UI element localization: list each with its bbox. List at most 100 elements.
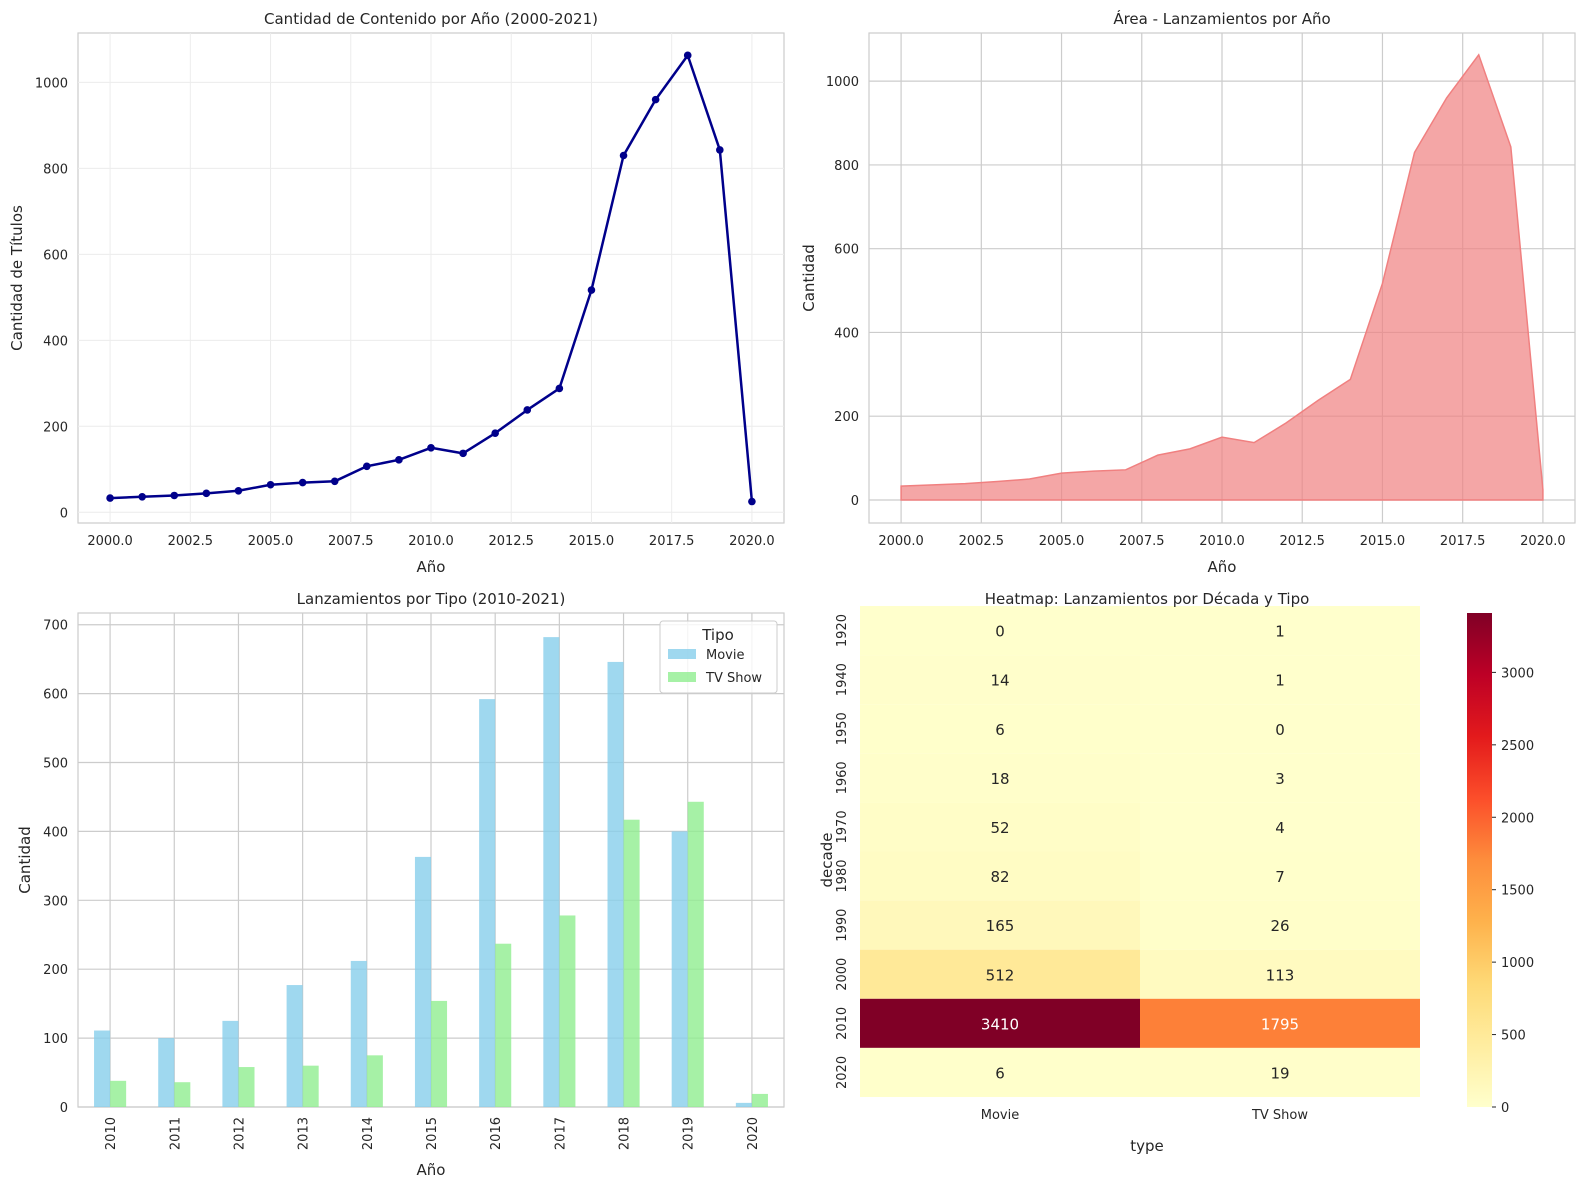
heatmap-cell-value: 0 bbox=[1275, 721, 1285, 739]
heatmap-cell bbox=[1140, 606, 1420, 656]
heatmap-cell bbox=[860, 704, 1140, 754]
heatmap-cell-value: 7 bbox=[1275, 868, 1285, 886]
heatmap-cell-value: 18 bbox=[990, 770, 1009, 788]
area-chart-xtick-label: 2015.0 bbox=[1360, 534, 1406, 549]
colorbar-tick-label: 1500 bbox=[1501, 884, 1534, 899]
bar-movie bbox=[735, 1102, 752, 1107]
area-chart-xtick-label: 2007.5 bbox=[1119, 534, 1165, 549]
heatmap-cell bbox=[860, 802, 1140, 852]
area-chart-ylabel: Cantidad bbox=[800, 244, 818, 311]
colorbar-tick-label: 0 bbox=[1501, 1101, 1509, 1116]
heatmap-cell bbox=[860, 998, 1140, 1048]
heatmap-panel: 0 1 14 1 6 0 18 3 52 4 82 7 165 26 512 113 3410 1795 6 19 1… bbox=[818, 590, 1534, 1155]
heatmap-ytick-label: 1950 bbox=[835, 712, 850, 745]
bar-chart-xtick-label: 2018 bbox=[618, 1117, 633, 1150]
bar-chart-xtick-label: 2020 bbox=[746, 1117, 761, 1150]
area-chart-panel: 2000.0 2002.5 2005.0 2007.5 2010.0 2012.5 2015… bbox=[800, 9, 1576, 576]
heatmap-cell bbox=[860, 900, 1140, 950]
bar-chart-xtick-label: 2010 bbox=[104, 1117, 119, 1150]
line-chart-xtick-label: 2017.5 bbox=[649, 534, 695, 549]
area-chart-ytick-label: 800 bbox=[834, 159, 859, 174]
colorbar bbox=[1467, 613, 1492, 1107]
area-chart-area-fill bbox=[900, 53, 1544, 501]
line-chart-data-point bbox=[330, 477, 339, 486]
bar-chart-xlabel: Año bbox=[417, 1161, 446, 1179]
heatmap-cell bbox=[1140, 949, 1420, 999]
area-chart-ytick-label: 600 bbox=[834, 243, 859, 258]
heatmap-cell-value: 4 bbox=[1275, 819, 1285, 837]
line-chart-data-point bbox=[427, 443, 435, 452]
colorbar-tick-label: 1000 bbox=[1501, 956, 1534, 971]
bar-tv-show bbox=[238, 1067, 255, 1107]
legend-swatch-movie bbox=[668, 649, 696, 659]
heatmap-cell-value: 0 bbox=[995, 623, 1005, 641]
bar-chart-ytick-label: 700 bbox=[43, 619, 68, 634]
line-chart-data-point bbox=[651, 95, 660, 104]
bar-movie bbox=[350, 960, 367, 1107]
colorbar-tick-label: 2000 bbox=[1501, 811, 1534, 826]
bar-movie bbox=[671, 831, 688, 1107]
line-chart-data-point bbox=[170, 491, 179, 500]
line-chart-data-point bbox=[619, 151, 628, 160]
heatmap-cell bbox=[1140, 851, 1420, 901]
bar-tv-show bbox=[559, 915, 576, 1107]
bar-tv-show bbox=[302, 1065, 319, 1107]
heatmap-cell bbox=[860, 655, 1140, 705]
line-chart-data-point bbox=[202, 489, 211, 498]
heatmap-cell-value: 19 bbox=[1270, 1064, 1289, 1082]
heatmap-ytick-label: 2020 bbox=[835, 1056, 850, 1089]
bar-chart-ytick-label: 0 bbox=[60, 1101, 68, 1116]
heatmap-cell-value: 52 bbox=[990, 819, 1009, 837]
bar-chart-xtick-label: 2012 bbox=[232, 1117, 247, 1150]
heatmap-ytick-label: 1970 bbox=[835, 810, 850, 843]
heatmap-cell bbox=[1140, 802, 1420, 852]
bar-tv-show bbox=[366, 1055, 383, 1107]
line-chart-xtick-label: 2020.0 bbox=[729, 534, 775, 549]
bar-movie bbox=[286, 985, 303, 1107]
heatmap-cell bbox=[860, 1047, 1140, 1097]
heatmap-cell-value: 26 bbox=[1270, 917, 1289, 935]
heatmap-cell-value: 82 bbox=[990, 868, 1009, 886]
line-chart-data-point bbox=[523, 406, 532, 414]
line-chart-ticks: 2000.0 2002.5 2005.0 2007.5 2010.0 2012.5 2015… bbox=[35, 76, 775, 549]
colorbar-tick-label: 2500 bbox=[1501, 739, 1534, 754]
bar-chart-xtick-label: 2015 bbox=[425, 1117, 440, 1150]
line-chart-grid bbox=[78, 33, 784, 523]
line-chart-xtick-label: 2007.5 bbox=[328, 534, 374, 549]
area-chart-xtick-label: 2017.5 bbox=[1440, 534, 1486, 549]
heatmap-cell bbox=[1140, 753, 1420, 803]
line-chart-data-point bbox=[395, 456, 403, 464]
bar-movie bbox=[543, 637, 560, 1107]
heatmap-cell-value: 113 bbox=[1266, 966, 1295, 984]
heatmap-ytick-label: 1990 bbox=[835, 909, 850, 942]
line-chart-xtick-label: 2000.0 bbox=[87, 534, 133, 549]
heatmap-ticks: 1920194019501960197019801990200020102020… bbox=[835, 614, 1308, 1123]
heatmap-ytick-label: 1980 bbox=[835, 860, 850, 893]
line-chart-data-point bbox=[138, 492, 146, 501]
bar-tv-show bbox=[174, 1082, 191, 1107]
line-chart-data-point bbox=[716, 146, 724, 154]
line-chart-data-point bbox=[555, 384, 564, 393]
heatmap-cell-value: 1795 bbox=[1261, 1015, 1299, 1033]
heatmap-cell bbox=[860, 949, 1140, 999]
heatmap-cell bbox=[1140, 1047, 1420, 1097]
colorbar-tick-label: 3000 bbox=[1501, 666, 1534, 681]
bar-chart-ytick-label: 500 bbox=[43, 757, 68, 772]
line-chart-ylabel: Cantidad de Títulos bbox=[8, 205, 26, 351]
area-chart-ytick-label: 0 bbox=[851, 494, 859, 509]
line-chart-ytick-label: 1000 bbox=[35, 76, 68, 91]
area-chart-xtick-label: 2012.5 bbox=[1279, 534, 1325, 549]
bar-chart-ylabel: Cantidad bbox=[16, 826, 34, 893]
bar-chart-xtick-label: 2013 bbox=[297, 1117, 312, 1150]
heatmap-xtick-label: TV Show bbox=[1251, 1108, 1308, 1123]
heatmap-cell-value: 1 bbox=[1275, 623, 1285, 641]
bar-movie bbox=[94, 1030, 111, 1107]
heatmap-ylabel: decade bbox=[818, 833, 836, 888]
line-chart-panel: 2000.0 2002.5 2005.0 2007.5 2010.0 2012.5 2015… bbox=[8, 10, 785, 576]
heatmap-cell-value: 6 bbox=[995, 1064, 1005, 1082]
bar-chart-xtick-label: 2016 bbox=[489, 1117, 504, 1150]
bar-chart-panel: 0 100 200 300 400 500 600 700 2010 2011 2012 2013 20… bbox=[16, 590, 785, 1179]
line-chart-ytick-label: 400 bbox=[43, 334, 68, 349]
line-chart-ytick-label: 600 bbox=[43, 248, 68, 263]
